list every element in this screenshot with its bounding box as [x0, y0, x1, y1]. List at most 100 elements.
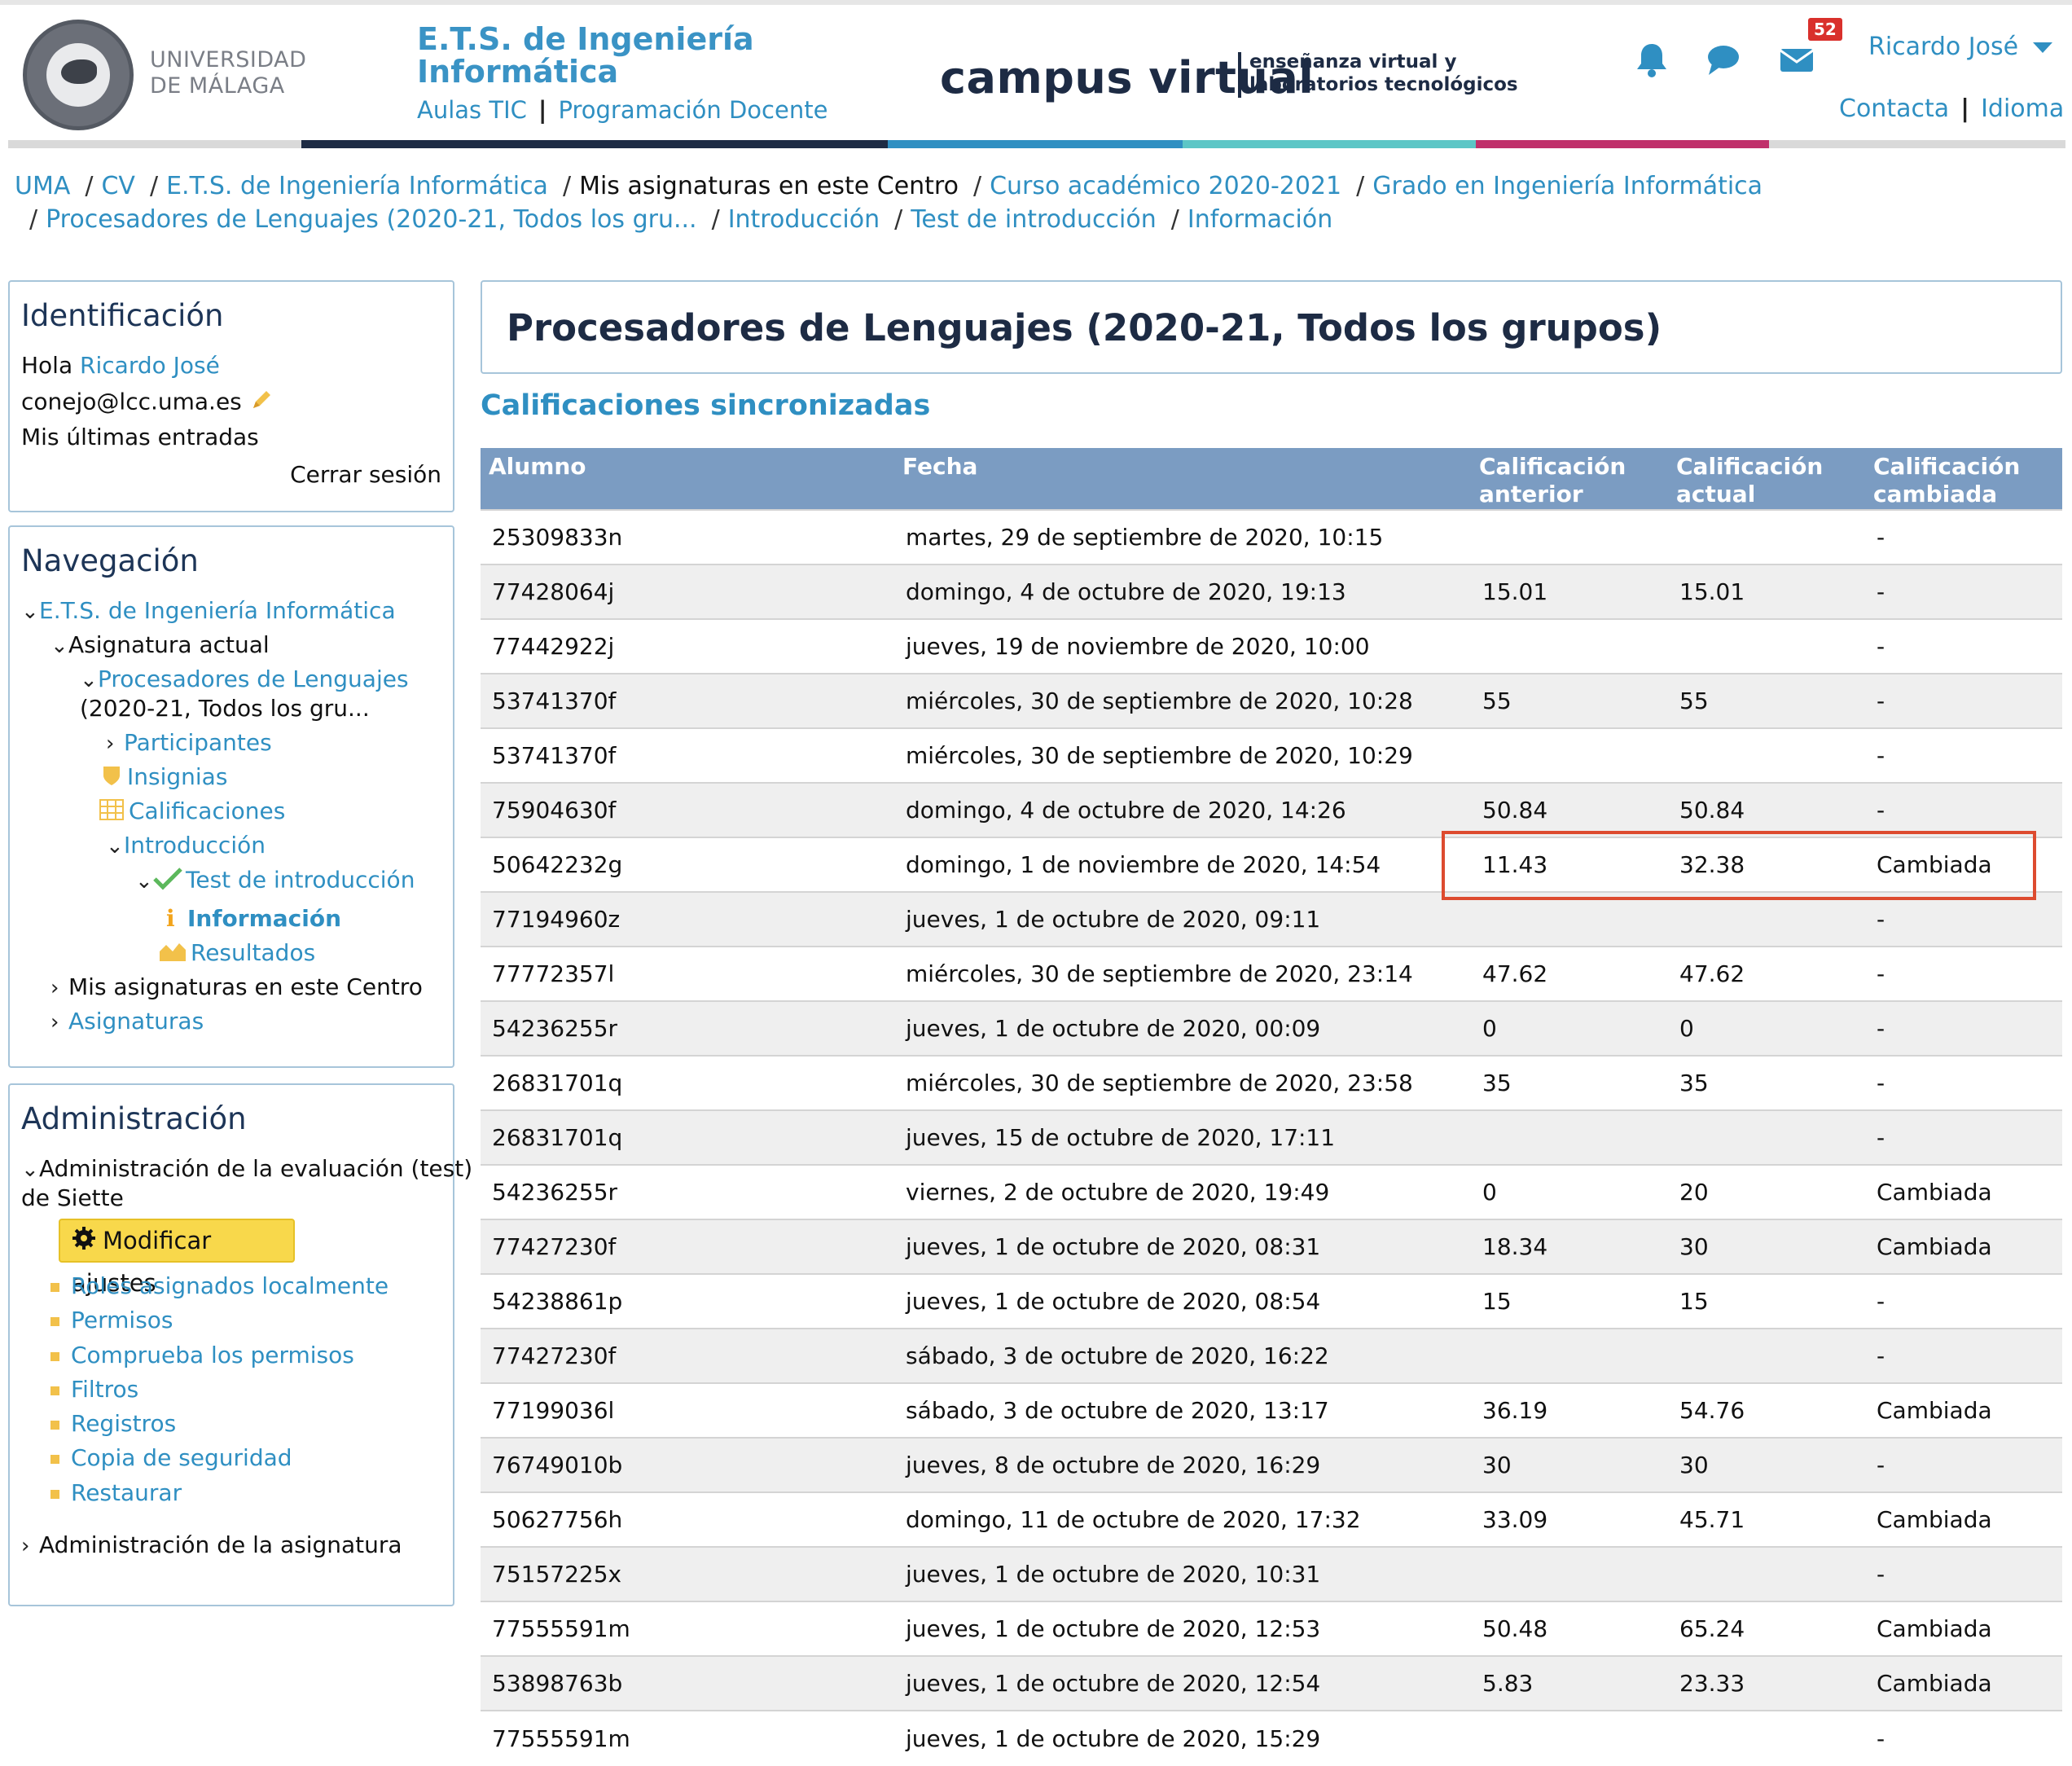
- top-border: [0, 0, 2072, 5]
- contacta-link[interactable]: Contacta: [1839, 94, 1950, 123]
- cell-alumno: 77555591m: [481, 1601, 894, 1656]
- university-logo-text[interactable]: UNIVERSIDAD DE MÁLAGA: [150, 47, 307, 99]
- column-header-alumno[interactable]: Alumno: [481, 448, 894, 510]
- nav-item-calificaciones[interactable]: Calificaciones: [99, 797, 285, 826]
- column-header-fecha[interactable]: Fecha: [894, 448, 1471, 510]
- nav-item-participantes[interactable]: › Participantes: [106, 729, 272, 756]
- breadcrumb-item[interactable]: Procesadores de Lenguajes (2020-21, Todo…: [46, 205, 697, 234]
- nav-item-introduccion[interactable]: ⌄Introducción: [106, 832, 266, 859]
- programacion-docente-link[interactable]: Programación Docente: [558, 96, 828, 124]
- table-row: 77427230f jueves, 1 de octubre de 2020, 0…: [481, 1219, 2062, 1274]
- admin-link-roles[interactable]: Roles asignados localmente: [50, 1272, 388, 1299]
- cell-actual: [1668, 1109, 1865, 1165]
- chevron-down-icon: ⌄: [135, 868, 153, 894]
- cell-fecha: jueves, 1 de octubre de 2020, 00:09: [894, 1000, 1471, 1056]
- cell-actual: 47.62: [1668, 946, 1865, 1001]
- cell-fecha: jueves, 1 de octubre de 2020, 12:54: [894, 1655, 1471, 1711]
- breadcrumb-item[interactable]: Test de introducción: [911, 205, 1157, 234]
- breadcrumb-item[interactable]: CV: [101, 172, 135, 200]
- chevron-right-icon: ›: [106, 731, 115, 756]
- nav-item-asignaturas[interactable]: › Asignaturas: [50, 1008, 204, 1035]
- notifications-bell-icon[interactable]: [1631, 39, 1673, 81]
- breadcrumb-item[interactable]: E.T.S. de Ingeniería Informática: [166, 172, 548, 200]
- table-row: 76749010b jueves, 8 de octubre de 2020, 1…: [481, 1437, 2062, 1492]
- messages-chat-icon[interactable]: [1702, 39, 1745, 81]
- cell-cambiada: -: [1865, 782, 2062, 837]
- admin-asignatura-item[interactable]: › Administración de la asignatura: [21, 1531, 402, 1558]
- school-title[interactable]: E.T.S. de Ingeniería Informática: [417, 21, 754, 90]
- cerrar-sesion-link[interactable]: Cerrar sesión: [290, 461, 441, 488]
- header-right-links: Contacta | Idioma: [1839, 94, 2065, 123]
- cell-cambiada: -: [1865, 946, 2062, 1001]
- user-profile-link[interactable]: Ricardo José: [80, 352, 220, 379]
- nav-item-curso[interactable]: ⌄Procesadores de Lenguajes: [80, 666, 409, 692]
- cell-fecha: domingo, 4 de octubre de 2020, 14:26: [894, 782, 1471, 837]
- nav-item-mis-asignaturas[interactable]: › Mis asignaturas en este Centro: [50, 973, 423, 1000]
- breadcrumb-item[interactable]: Grado en Ingeniería Informática: [1372, 172, 1763, 200]
- admin-link-permisos[interactable]: Permisos: [50, 1307, 173, 1333]
- colorbar-teal: [1183, 140, 1476, 148]
- admin-link-registros[interactable]: Registros: [50, 1410, 176, 1437]
- info-icon: i: [166, 905, 175, 932]
- breadcrumb-item[interactable]: Información: [1187, 205, 1333, 234]
- breadcrumb-item[interactable]: Mis asignaturas en este Centro: [579, 172, 959, 200]
- breadcrumb-item[interactable]: Introducción: [727, 205, 880, 234]
- idioma-link[interactable]: Idioma: [1981, 94, 2065, 123]
- column-header-anterior[interactable]: Calificación anterior: [1471, 448, 1668, 510]
- cell-actual: 15: [1668, 1273, 1865, 1329]
- aulas-tic-link[interactable]: Aulas TIC: [417, 96, 527, 124]
- colorbar-blue: [888, 140, 1183, 148]
- cell-actual: 15.01: [1668, 564, 1865, 619]
- cell-actual: [1668, 509, 1865, 565]
- mail-envelope-icon[interactable]: [1776, 39, 1818, 81]
- column-header-cambiada[interactable]: Calificación cambiada: [1865, 448, 2062, 510]
- logo-divider: [1238, 52, 1241, 98]
- nav-item-test[interactable]: ⌄ Test de introducción: [135, 866, 415, 896]
- cell-anterior: 50.48: [1471, 1601, 1668, 1656]
- cell-alumno: 26831701q: [481, 1109, 894, 1165]
- colorbar-gray-right: [1769, 140, 2065, 148]
- grades-table-body: 25309833n martes, 29 de septiembre de 202…: [481, 509, 2062, 1765]
- nav-item-ets[interactable]: ⌄E.T.S. de Ingeniería Informática: [21, 597, 396, 624]
- admin-link-filtros[interactable]: Filtros: [50, 1376, 138, 1403]
- cell-actual: 30: [1668, 1219, 1865, 1274]
- modificar-ajustes-button[interactable]: Modificar ajustes: [59, 1219, 295, 1297]
- admin-link-comprueba[interactable]: Comprueba los permisos: [50, 1342, 354, 1368]
- cell-actual: [1668, 1710, 1865, 1765]
- cell-anterior: 18.34: [1471, 1219, 1668, 1274]
- bullet-icon: [50, 1316, 59, 1326]
- nav-item-asignatura-actual[interactable]: ⌄Asignatura actual: [50, 631, 270, 658]
- breadcrumb-item[interactable]: Curso académico 2020-2021: [990, 172, 1342, 200]
- cell-alumno: 77194960z: [481, 891, 894, 947]
- nav-item-insignias[interactable]: Insignias: [101, 763, 227, 793]
- cell-cambiada: -: [1865, 1000, 2062, 1056]
- mis-ultimas-entradas-link[interactable]: Mis últimas entradas: [21, 424, 259, 450]
- column-header-actual[interactable]: Calificación actual: [1668, 448, 1865, 510]
- cell-anterior: 36.19: [1471, 1382, 1668, 1438]
- admin-evaluacion-item[interactable]: ⌄Administración de la evaluación (test): [21, 1155, 473, 1182]
- university-seal-logo[interactable]: [23, 20, 134, 130]
- nav-item-informacion[interactable]: i Información: [166, 905, 342, 932]
- cell-actual: 20: [1668, 1164, 1865, 1219]
- admin-link-restaurar[interactable]: Restaurar: [50, 1479, 182, 1506]
- cell-anterior: [1471, 727, 1668, 783]
- cell-actual: 65.24: [1668, 1601, 1865, 1656]
- cell-fecha: martes, 29 de septiembre de 2020, 10:15: [894, 509, 1471, 565]
- table-row: 77427230f sábado, 3 de octubre de 2020, 1…: [481, 1328, 2062, 1383]
- block-title: Identificación: [21, 298, 224, 333]
- cell-actual: 23.33: [1668, 1655, 1865, 1711]
- nav-item-curso-line2[interactable]: (2020-21, Todos los gru...: [80, 695, 370, 722]
- cell-fecha: jueves, 1 de octubre de 2020, 12:53: [894, 1601, 1471, 1656]
- cell-cambiada: -: [1865, 1109, 2062, 1165]
- admin-link-copia[interactable]: Copia de seguridad: [50, 1444, 292, 1471]
- cell-cambiada: Cambiada: [1865, 1601, 2062, 1656]
- table-row: 54238861p jueves, 1 de octubre de 2020, 0…: [481, 1273, 2062, 1329]
- nav-item-resultados[interactable]: Resultados: [158, 939, 315, 969]
- breadcrumb-item[interactable]: UMA: [15, 172, 71, 200]
- cell-actual: 45.71: [1668, 1491, 1865, 1547]
- pencil-edit-icon[interactable]: [249, 388, 274, 418]
- chevron-right-icon: ›: [21, 1534, 30, 1558]
- cell-cambiada: Cambiada: [1865, 1164, 2062, 1219]
- user-menu[interactable]: Ricardo José: [1868, 33, 2053, 61]
- campus-virtual-logo[interactable]: campus virtual: [940, 52, 1315, 103]
